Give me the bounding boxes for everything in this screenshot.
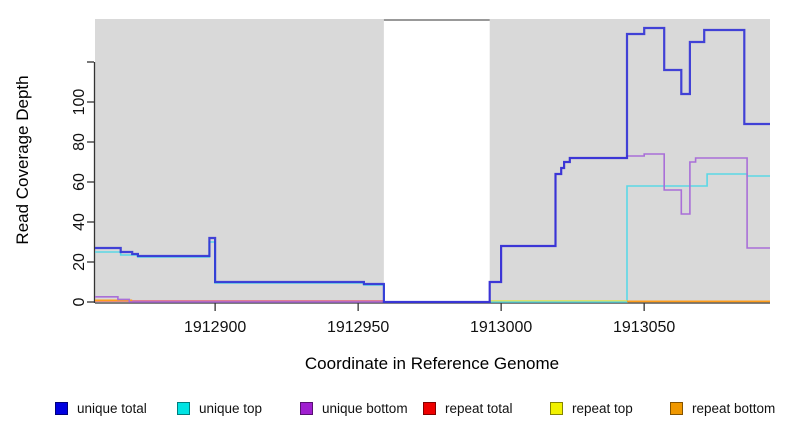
legend-swatch-unique_top [177, 401, 190, 415]
legend-item-repeat_top: repeat top [550, 398, 633, 418]
legend-item-unique_top: unique top [177, 398, 262, 418]
legend-swatch-repeat_total [423, 401, 436, 415]
legend-label-unique_top: unique top [199, 400, 263, 416]
x-tick-label: 1913000 [470, 319, 532, 336]
series-line-unique_total [95, 26, 770, 304]
legend-item-unique_bottom: unique bottom [300, 398, 408, 418]
legend-item-unique_total: unique total [55, 398, 147, 418]
legend-label-repeat_bottom: repeat bottom [692, 400, 776, 416]
legend-item-repeat_total: repeat total [423, 398, 513, 418]
x-tick-label: 1913050 [613, 319, 675, 336]
plot-legend: unique total unique top unique bottom repea… [0, 398, 792, 422]
coverage-plot: 0 20 40 60 80 100 1912900 1912950 1913000 1913050… [13, 19, 770, 373]
legend-swatch-repeat_top [550, 401, 563, 415]
legend-label-unique_total: unique total [77, 400, 147, 416]
legend-swatch-unique_bottom [300, 401, 313, 415]
x-axis-title: Coordinate in Reference Genome [305, 354, 559, 373]
y-tick-label: 100 [71, 89, 88, 116]
legend-label-unique_bottom: unique bottom [322, 400, 408, 416]
legend-item-repeat_bottom: repeat bottom [670, 398, 775, 418]
y-axis-title: Read Coverage Depth [13, 75, 32, 244]
x-tick-label: 1912950 [327, 319, 389, 336]
no-data-region [383, 19, 490, 302]
y-tick-label: 60 [71, 173, 88, 191]
y-tick-label: 80 [71, 133, 88, 151]
y-tick-label: 40 [71, 213, 88, 231]
legend-swatch-unique_total [55, 401, 68, 415]
y-tick-label: 20 [71, 253, 88, 271]
legend-swatch-repeat_bottom [670, 401, 683, 415]
y-tick-label: 0 [71, 297, 88, 306]
legend-label-repeat_top: repeat top [572, 400, 633, 416]
legend-label-repeat_total: repeat total [445, 400, 513, 416]
x-tick-label: 1912900 [184, 319, 246, 336]
